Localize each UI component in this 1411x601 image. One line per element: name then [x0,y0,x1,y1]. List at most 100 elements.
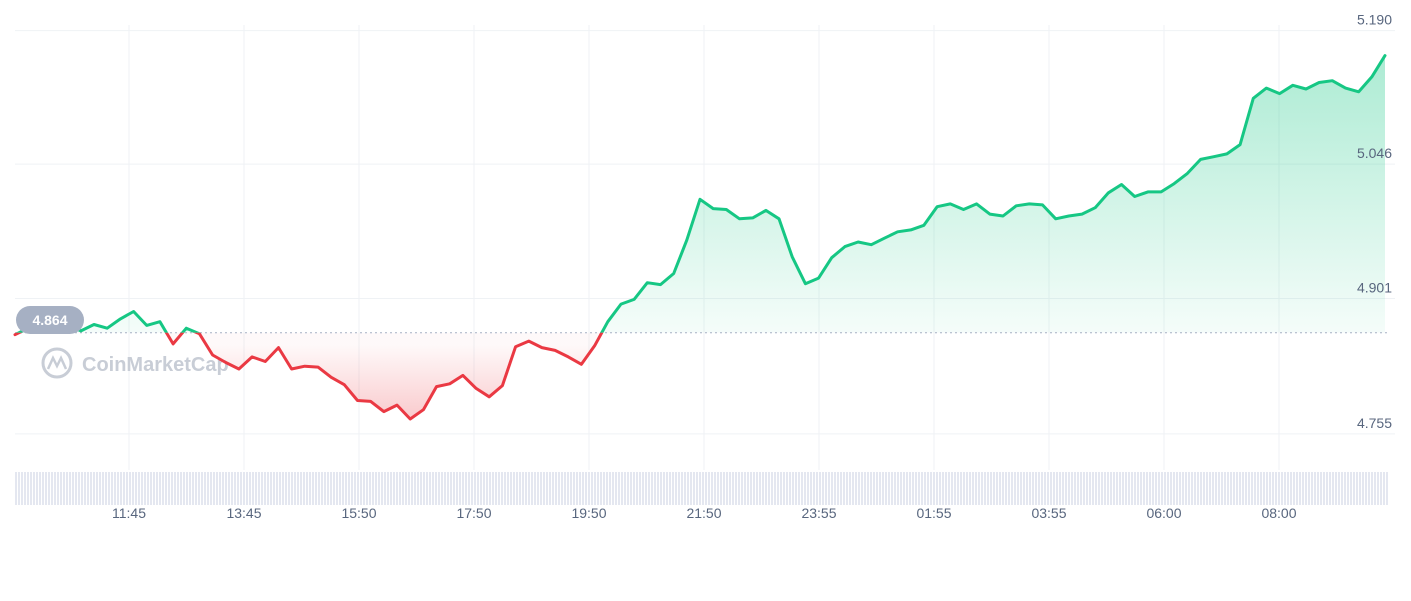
volume-bar [426,472,428,505]
volume-bar [198,472,200,505]
volume-bar [507,472,509,505]
volume-bar [780,472,782,505]
volume-bar [282,472,284,505]
volume-bar [390,472,392,505]
volume-bar [648,472,650,505]
volume-bar [960,472,962,505]
volume-bar [786,472,788,505]
price-area [15,55,1385,419]
volume-bar [312,472,314,505]
volume-bar [1104,472,1106,505]
volume-bar [1341,472,1343,505]
volume-bar [174,472,176,505]
volume-bar [216,472,218,505]
volume-bar [360,472,362,505]
volume-bar [825,472,827,505]
volume-bar [180,472,182,505]
volume-bar [165,472,167,505]
volume-bar [309,472,311,505]
volume-bar [147,472,149,505]
volume-bar [630,472,632,505]
volume-bar [237,472,239,505]
volume-bar [300,472,302,505]
volume-bar [1080,472,1082,505]
volume-bar [1281,472,1283,505]
volume-bar [54,472,56,505]
volume-bar [1179,472,1181,505]
volume-bar [270,472,272,505]
volume-bar [201,472,203,505]
volume-bar [615,472,617,505]
volume-bar [729,472,731,505]
volume-bar [645,472,647,505]
volume-bar [1164,472,1166,505]
volume-bar [1068,472,1070,505]
volume-bar [1077,472,1079,505]
volume-bar [1257,472,1259,505]
volume-bar [279,472,281,505]
y-tick-label: 4.755 [1357,415,1392,431]
volume-bar [1140,472,1142,505]
volume-bar [459,472,461,505]
volume-bar [1146,472,1148,505]
volume-bar [714,472,716,505]
volume-bar [651,472,653,505]
volume-bar [639,472,641,505]
volume-bar [1209,472,1211,505]
volume-bar [1029,472,1031,505]
volume-bar [783,472,785,505]
volume-bar [600,472,602,505]
volume-bar [1110,472,1112,505]
volume-bar [456,472,458,505]
volume-bar [531,472,533,505]
volume-bar [810,472,812,505]
volume-bar [171,472,173,505]
volume-bar [912,472,914,505]
volume-bar [867,472,869,505]
volume-bar [558,472,560,505]
volume-bar [831,472,833,505]
volume-bar [948,472,950,505]
volume-bar [849,472,851,505]
volume-bar [1332,472,1334,505]
volume-bar [39,472,41,505]
volume-bar [1032,472,1034,505]
volume-bar [897,472,899,505]
volume-bar [564,472,566,505]
x-tick-label: 11:45 [112,505,146,521]
volume-bar [981,472,983,505]
volume-bar [240,472,242,505]
volume-bar [153,472,155,505]
volume-bar [192,472,194,505]
volume-bar [1083,472,1085,505]
volume-bar [27,472,29,505]
volume-bar [768,472,770,505]
volume-bar [492,472,494,505]
volume-bar [513,472,515,505]
volume-bar [525,472,527,505]
volume-bar [1365,472,1367,505]
volume-bar [675,472,677,505]
volume-bar [1260,472,1262,505]
volume-bar [66,472,68,505]
volume-bar [1287,472,1289,505]
volume-bar [318,472,320,505]
volume-bar [1197,472,1199,505]
volume-bar [543,472,545,505]
volume-bar [972,472,974,505]
volume-bar [864,472,866,505]
volume-bar [462,472,464,505]
volume-bar [708,472,710,505]
coinmarketcap-logo-icon [41,347,73,379]
volume-bar [255,472,257,505]
volume-bar [858,472,860,505]
volume-bar [330,472,332,505]
volume-bar [936,472,938,505]
volume-bar [321,472,323,505]
x-tick-label: 19:50 [571,505,606,521]
volume-bar [879,472,881,505]
volume-bar [660,472,662,505]
volume-bar [1302,472,1304,505]
volume-bar [1293,472,1295,505]
